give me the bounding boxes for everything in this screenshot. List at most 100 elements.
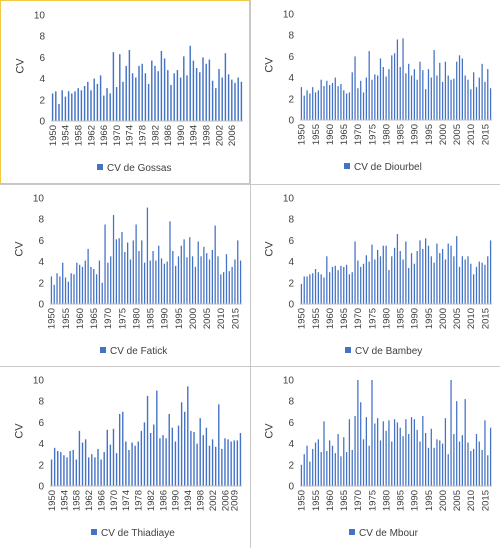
bar bbox=[137, 441, 139, 486]
bar bbox=[177, 425, 180, 486]
bar bbox=[61, 90, 63, 121]
x-tick-label: 1980 bbox=[131, 308, 142, 329]
bar bbox=[427, 69, 430, 120]
bar bbox=[481, 63, 483, 120]
bar bbox=[467, 256, 469, 304]
legend-swatch bbox=[349, 529, 355, 536]
bar bbox=[306, 90, 308, 120]
bar bbox=[196, 443, 198, 486]
x-tick-label: 1950 bbox=[48, 125, 59, 146]
bar bbox=[377, 75, 379, 120]
bar bbox=[425, 89, 427, 120]
y-tick-label: 0 bbox=[288, 300, 294, 311]
bar bbox=[416, 251, 418, 304]
bar bbox=[340, 83, 342, 120]
bar bbox=[450, 79, 452, 120]
legend-label: CV de Fatick bbox=[110, 346, 168, 357]
bar bbox=[214, 225, 216, 304]
bar bbox=[456, 61, 458, 120]
bar bbox=[334, 453, 336, 486]
x-tick-label: 1960 bbox=[325, 124, 336, 145]
bar bbox=[351, 272, 353, 304]
bar bbox=[481, 262, 483, 304]
bar bbox=[444, 259, 447, 304]
bar bbox=[320, 274, 322, 304]
x-tick-label: 1970 bbox=[353, 308, 364, 329]
bar bbox=[419, 441, 421, 486]
bar bbox=[487, 455, 489, 486]
bar bbox=[96, 83, 99, 121]
chart-panel-diourbel: 0 2 4 6 8 10 1950 1955 1960 1965 1970 1975 1980 1985 1… bbox=[250, 0, 500, 184]
bar bbox=[413, 419, 415, 486]
bar bbox=[484, 264, 486, 304]
x-tick-label: 1950 bbox=[297, 308, 308, 329]
bar bbox=[80, 90, 83, 121]
y-axis-title: CV bbox=[14, 58, 27, 74]
bar bbox=[326, 80, 328, 120]
bar bbox=[81, 266, 84, 304]
bar bbox=[343, 90, 345, 120]
legend: CV de Bambey bbox=[345, 346, 422, 357]
bar bbox=[303, 95, 305, 120]
y-axis-title: CV bbox=[263, 241, 276, 257]
bar bbox=[202, 435, 204, 486]
bar bbox=[118, 238, 120, 304]
y-tick-label: 2 bbox=[288, 278, 294, 289]
bar bbox=[159, 438, 161, 486]
bar bbox=[410, 417, 413, 486]
y-tick-label: 4 bbox=[38, 257, 44, 268]
bar bbox=[187, 386, 189, 486]
x-tick-label: 2002 bbox=[214, 125, 225, 146]
x-tick-label: 1970 bbox=[112, 125, 123, 146]
bar bbox=[461, 58, 463, 120]
bar bbox=[115, 87, 118, 121]
bar bbox=[306, 445, 308, 486]
bar bbox=[211, 80, 214, 121]
bar bbox=[419, 61, 421, 120]
bar bbox=[433, 447, 435, 486]
bar bbox=[131, 442, 133, 486]
bar bbox=[74, 91, 76, 121]
x-tick-label: 1994 bbox=[183, 490, 194, 511]
bar bbox=[326, 451, 328, 486]
bar bbox=[50, 459, 53, 486]
bar bbox=[132, 240, 134, 304]
legend-swatch bbox=[97, 164, 103, 171]
bar bbox=[416, 429, 418, 486]
x-tick-label: 1958 bbox=[72, 490, 83, 511]
bar bbox=[76, 262, 78, 304]
bar bbox=[382, 421, 384, 486]
bar bbox=[447, 243, 449, 304]
bar bbox=[62, 262, 64, 304]
bar bbox=[231, 266, 233, 304]
bar bbox=[337, 270, 339, 304]
bar bbox=[340, 456, 342, 486]
row-separator-1 bbox=[0, 184, 500, 185]
x-tick-label: 1975 bbox=[117, 308, 128, 329]
x-tick-label: 1966 bbox=[99, 125, 110, 146]
bar bbox=[402, 436, 404, 486]
bar bbox=[234, 82, 236, 121]
x-tick-label: 2015 bbox=[480, 490, 491, 511]
bar bbox=[402, 38, 404, 120]
bar bbox=[329, 440, 331, 486]
bar bbox=[99, 75, 102, 121]
y-tick-label: 4 bbox=[39, 74, 45, 85]
bar bbox=[351, 72, 353, 120]
bar bbox=[147, 83, 150, 121]
y-tick-label: 6 bbox=[288, 236, 294, 247]
bar bbox=[314, 269, 317, 304]
bar bbox=[441, 443, 444, 486]
bar bbox=[320, 79, 322, 120]
bar bbox=[71, 93, 73, 121]
bar bbox=[371, 79, 373, 120]
legend: CV de Fatick bbox=[100, 346, 167, 357]
x-tick-label: 1995 bbox=[174, 308, 185, 329]
bar bbox=[464, 75, 466, 120]
x-tick-label: 2000 bbox=[188, 308, 199, 329]
bar bbox=[103, 452, 105, 486]
bar bbox=[163, 263, 165, 304]
bar bbox=[447, 75, 449, 120]
y-tick-label: 10 bbox=[33, 376, 45, 387]
